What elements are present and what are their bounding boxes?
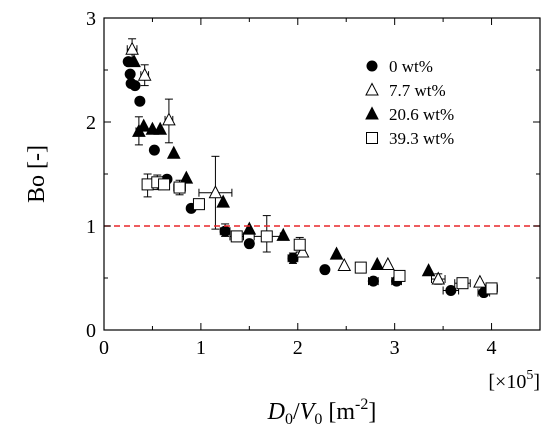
x-tick-label: 2 (293, 337, 303, 359)
data-point-circle-filled (445, 284, 457, 296)
data-point-triangle-open (431, 271, 446, 285)
legend: 0 wt% 7.7 wt% 20.6 wt% 39.3 wt% (365, 57, 454, 148)
data-point-square-open (230, 230, 243, 243)
data-point-circle-filled (243, 238, 255, 250)
legend-label: 0 wt% (389, 57, 433, 76)
axis-ticks: 0 1 2 3 4 0 1 2 3 (86, 8, 541, 359)
legend-label: 7.7 wt% (389, 81, 446, 100)
data-point-square-open (158, 178, 171, 191)
legend-marker (365, 106, 379, 120)
data-point-triangle-filled (370, 256, 385, 270)
legend-label: 39.3 wt% (389, 129, 454, 148)
data-point-square-open (393, 269, 406, 282)
x-tick-label: 4 (487, 337, 497, 359)
data-point-triangle-filled (127, 54, 141, 68)
data-point-triangle-filled (329, 246, 344, 260)
data-point-triangle-filled (421, 263, 436, 277)
y-tick-label: 3 (86, 8, 96, 30)
data-point-triangle-open (125, 41, 139, 55)
data-point-triangle-filled (276, 227, 291, 241)
y-tick-label: 0 (86, 320, 96, 342)
data-point-circle-filled (219, 225, 231, 237)
data-point-triangle-open (208, 185, 223, 199)
data-point-square-open (456, 277, 469, 290)
data-point-square-open (354, 261, 367, 274)
data-point-circle-filled (124, 68, 136, 80)
data-point-circle-filled (367, 275, 379, 287)
data-point-triangle-open (295, 244, 310, 258)
data-point-triangle-filled (136, 118, 151, 132)
legend-marker (365, 82, 379, 96)
data-point-circle-filled (319, 264, 331, 276)
plot-frame (103, 17, 541, 331)
data-point-triangle-open (162, 112, 176, 126)
legend-marker (366, 132, 378, 144)
data-point-triangle-filled (153, 121, 168, 135)
data-markers (122, 41, 498, 299)
error-bars (126, 38, 498, 297)
data-point-square-open (192, 198, 205, 211)
y-axis-label: Bo [-] (24, 145, 50, 203)
data-point-triangle-open (337, 257, 352, 272)
legend-label: 20.6 wt% (389, 105, 454, 124)
y-tick-label: 1 (86, 216, 96, 238)
x-axis-multiplier: [×105] (488, 368, 540, 393)
data-point-square-open (293, 238, 306, 251)
data-point-triangle-filled (166, 145, 181, 159)
data-point-circle-filled (287, 252, 299, 264)
data-point-triangle-open (473, 274, 487, 288)
data-point-square-open (485, 282, 498, 295)
data-point-triangle-filled (242, 221, 257, 235)
x-tick-label: 3 (390, 337, 400, 359)
data-point-triangle-filled (179, 170, 194, 184)
data-point-circle-filled (148, 144, 160, 156)
x-tick-label: 0 (99, 337, 109, 359)
legend-marker (366, 60, 378, 72)
data-point-triangle-filled (216, 194, 230, 208)
data-point-triangle-open (137, 67, 152, 81)
data-point-square-open (173, 181, 186, 194)
data-point-circle-filled (129, 80, 141, 92)
x-tick-label: 1 (196, 337, 206, 359)
x-axis-label: D0/V0 [m-2] (267, 396, 377, 428)
data-point-triangle-open (381, 256, 395, 270)
data-point-square-open (260, 230, 273, 243)
data-point-circle-filled (134, 95, 146, 107)
y-tick-label: 2 (86, 112, 96, 134)
